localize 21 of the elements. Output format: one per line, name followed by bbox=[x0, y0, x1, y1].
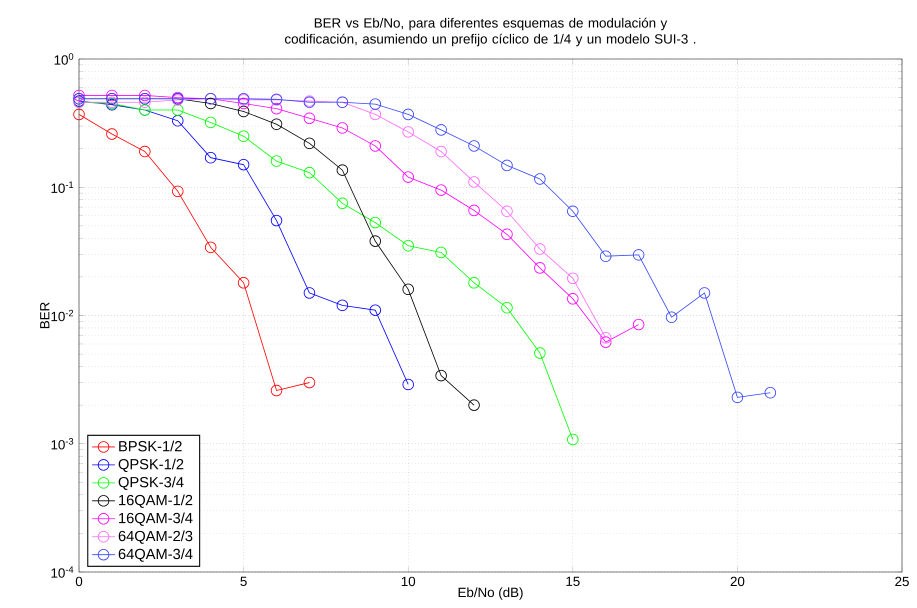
y-tick-label: 10$^{-4}$ bbox=[52, 566, 74, 578]
y-tick-label: 10$^{-1}$ bbox=[52, 182, 74, 193]
y-axis-title: BER bbox=[40, 302, 50, 328]
legend-label: QPSK-3/4 bbox=[118, 476, 184, 490]
chart-title: BER vs Eb/No, para diferentes esquemas de modulación y codificación, asumiendo un prefijo cíclico de 1/4 y un modelo SUI-3 . bbox=[285, 18, 696, 46]
x-tick-label: 20 bbox=[730, 576, 744, 586]
x-tick-label: 15 bbox=[566, 576, 580, 586]
legend-label: 16QAM-1/2 bbox=[119, 494, 192, 508]
y-tick-label: 10$^{0}$ bbox=[54, 53, 74, 65]
y-tick-label: 10$^{-2}$ bbox=[52, 310, 74, 322]
x-tick-label: 0 bbox=[76, 576, 82, 586]
legend-label: 64QAM-3/4 bbox=[118, 548, 193, 562]
x-axis-title: Eb/No (dB) bbox=[458, 587, 523, 600]
x-tick-label: 25 bbox=[895, 576, 909, 586]
legend-label: 16QAM-3/4 bbox=[119, 512, 193, 526]
legend-label: BPSK-1/2 bbox=[119, 440, 182, 452]
legend-label: QPSK-1/2 bbox=[118, 458, 184, 472]
x-tick-label: 5 bbox=[240, 576, 247, 586]
legend-label: 64QAM-2/3 bbox=[118, 530, 192, 544]
x-tick-label: 10 bbox=[402, 576, 416, 586]
y-tick-label: 10$^{-3}$ bbox=[52, 438, 74, 450]
